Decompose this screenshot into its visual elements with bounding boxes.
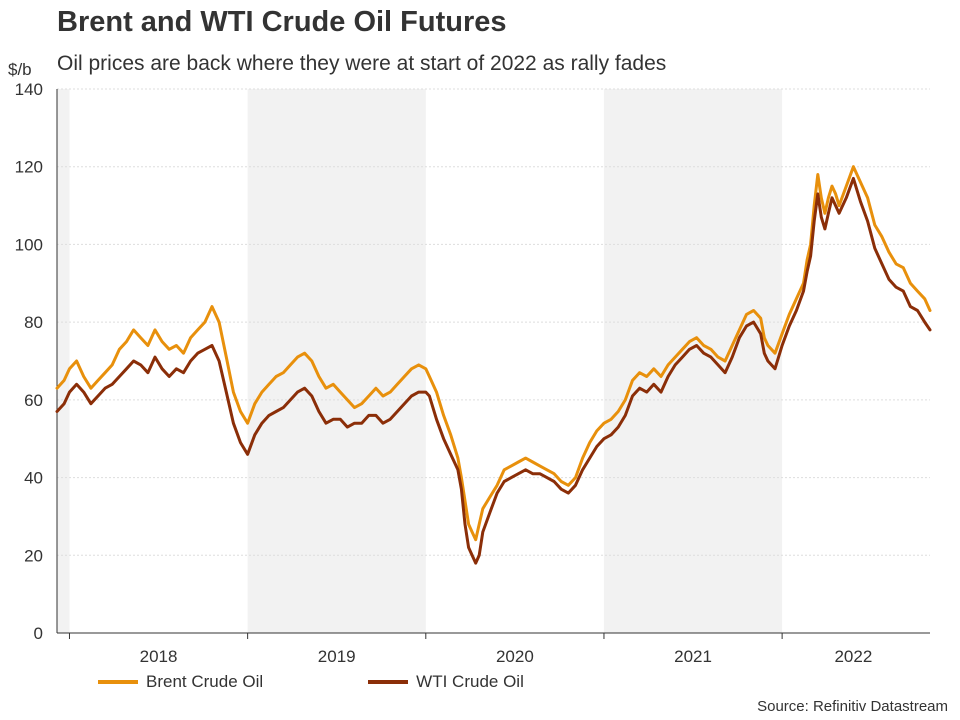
- x-tick-label-2019: 2019: [318, 647, 356, 666]
- series-line-wti: [55, 176, 932, 565]
- y-tick-label-80: 80: [24, 313, 43, 332]
- series-lines: [55, 165, 932, 565]
- y-tick-label-0: 0: [34, 624, 43, 643]
- gridlines: [57, 88, 930, 556]
- y-axis-unit-label: $/b: [8, 60, 32, 79]
- legend-label-brent: Brent Crude Oil: [146, 672, 264, 691]
- y-tick-label-40: 40: [24, 469, 43, 488]
- y-tick-label-100: 100: [15, 235, 43, 254]
- chart-subtitle: Oil prices are back where they were at s…: [57, 52, 667, 75]
- y-tick-label-20: 20: [24, 546, 43, 565]
- series-line-brent: [55, 165, 932, 542]
- y-axis-ticks: 0 20 40 60 80 100 120 140: [15, 80, 58, 643]
- legend-swatch-wti: [368, 680, 409, 684]
- shaded-band-2: [603, 89, 783, 633]
- source-note: Source: Refinitiv Datastream: [757, 698, 948, 715]
- y-tick-label-140: 140: [15, 80, 43, 99]
- y-tick-label-120: 120: [15, 158, 43, 177]
- x-tick-label-2020: 2020: [496, 647, 534, 666]
- legend-swatch-brent: [98, 680, 138, 684]
- x-tick-label-2022: 2022: [834, 647, 872, 666]
- x-tick-label-2018: 2018: [140, 647, 178, 666]
- legend-item-brent: Brent Crude Oil: [98, 672, 263, 692]
- shaded-band-1: [247, 89, 426, 633]
- year-bands: [57, 89, 783, 633]
- x-axis: 2018 2019 2020 2021 2022: [57, 632, 930, 666]
- legend-label-wti: WTI Crude Oil: [416, 672, 524, 691]
- x-tick-label-2021: 2021: [674, 647, 712, 666]
- shaded-band-0: [57, 89, 70, 633]
- legend-item-wti: WTI Crude Oil: [368, 672, 524, 692]
- chart-title: Brent and WTI Crude Oil Futures: [57, 6, 507, 38]
- legend: Brent Crude Oil WTI Crude Oil: [98, 672, 524, 692]
- y-tick-label-60: 60: [24, 391, 43, 410]
